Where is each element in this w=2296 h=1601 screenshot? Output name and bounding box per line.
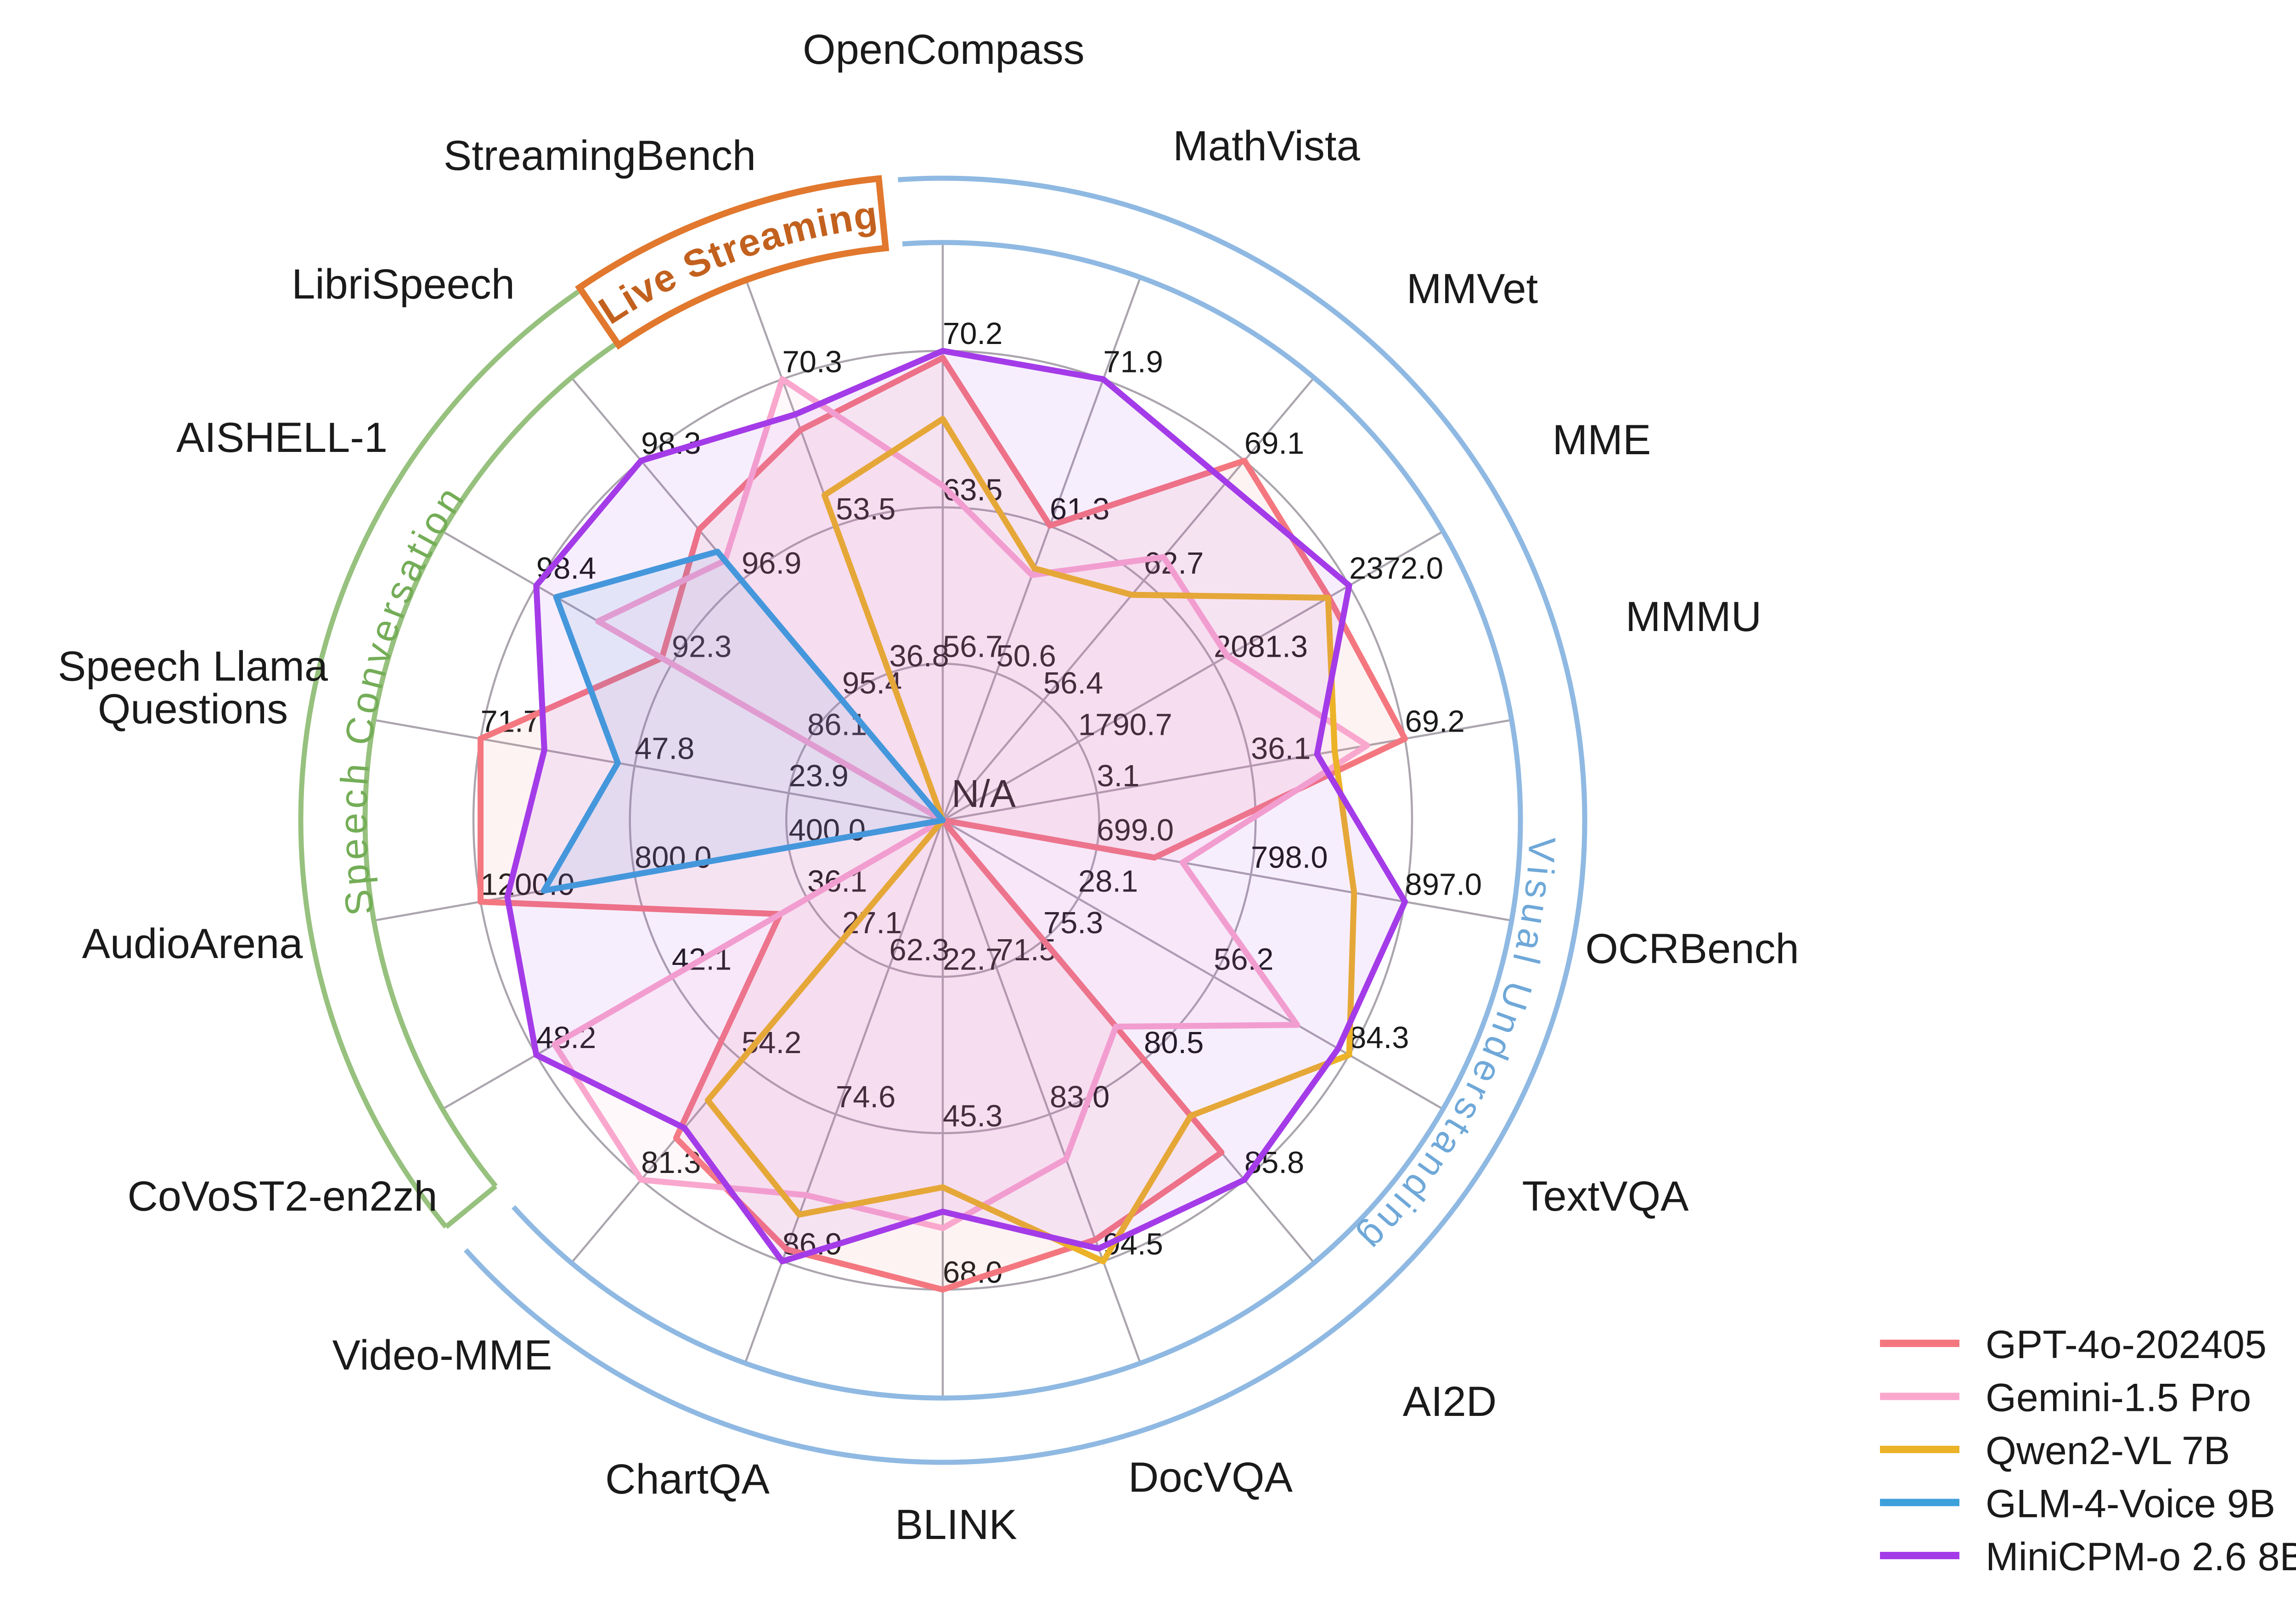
- svg-text:1200.0: 1200.0: [481, 868, 575, 902]
- svg-text:22.7: 22.7: [943, 942, 1002, 977]
- svg-text:897.0: 897.0: [1405, 868, 1482, 902]
- svg-text:2372.0: 2372.0: [1349, 551, 1443, 586]
- svg-text:AI2D: AI2D: [1403, 1378, 1497, 1425]
- svg-text:36.1: 36.1: [1251, 732, 1311, 766]
- svg-text:LibriSpeech: LibriSpeech: [292, 261, 515, 308]
- svg-text:MMMU: MMMU: [1626, 593, 1761, 640]
- svg-text:70.2: 70.2: [943, 316, 1002, 351]
- svg-text:Speech Llama: Speech Llama: [58, 643, 328, 690]
- svg-text:Questions: Questions: [98, 686, 288, 733]
- svg-text:798.0: 798.0: [1251, 840, 1328, 874]
- svg-text:BLINK: BLINK: [895, 1501, 1017, 1548]
- svg-text:71.9: 71.9: [1103, 345, 1163, 379]
- svg-text:1790.7: 1790.7: [1078, 708, 1172, 742]
- svg-text:StreamingBench: StreamingBench: [444, 132, 756, 179]
- svg-text:27.1: 27.1: [842, 906, 902, 940]
- svg-text:AISHELL-1: AISHELL-1: [176, 414, 388, 461]
- svg-text:56.4: 56.4: [1043, 666, 1103, 700]
- svg-text:54.2: 54.2: [742, 1026, 801, 1060]
- svg-text:69.1: 69.1: [1244, 426, 1304, 461]
- svg-text:MiniCPM-o 2.6 8B: MiniCPM-o 2.6 8B: [1986, 1535, 2296, 1579]
- svg-text:62.3: 62.3: [889, 933, 949, 967]
- svg-text:Qwen2-VL 7B: Qwen2-VL 7B: [1986, 1429, 2230, 1473]
- svg-text:DocVQA: DocVQA: [1128, 1454, 1293, 1501]
- svg-text:83.0: 83.0: [1050, 1080, 1109, 1114]
- svg-text:45.3: 45.3: [943, 1099, 1002, 1133]
- svg-text:GPT-4o-202405: GPT-4o-202405: [1986, 1323, 2267, 1367]
- svg-text:98.4: 98.4: [536, 551, 596, 586]
- svg-text:56.7: 56.7: [943, 629, 1002, 664]
- svg-text:MathVista: MathVista: [1173, 123, 1360, 169]
- svg-text:70.3: 70.3: [782, 345, 842, 379]
- svg-text:OCRBench: OCRBench: [1585, 925, 1799, 972]
- svg-text:699.0: 699.0: [1097, 813, 1174, 847]
- svg-text:96.9: 96.9: [742, 546, 801, 581]
- svg-text:71.5: 71.5: [996, 933, 1056, 967]
- svg-text:TextVQA: TextVQA: [1522, 1173, 1689, 1220]
- svg-text:OpenCompass: OpenCompass: [803, 26, 1085, 73]
- svg-text:86.1: 86.1: [807, 708, 867, 742]
- svg-text:74.6: 74.6: [836, 1080, 895, 1114]
- svg-text:36.8: 36.8: [889, 639, 949, 673]
- svg-text:3.1: 3.1: [1097, 759, 1140, 793]
- svg-text:92.3: 92.3: [672, 629, 732, 664]
- svg-text:50.6: 50.6: [996, 639, 1056, 673]
- svg-text:ChartQA: ChartQA: [605, 1456, 770, 1503]
- svg-text:75.3: 75.3: [1043, 906, 1103, 940]
- svg-text:MME: MME: [1553, 417, 1651, 463]
- svg-text:28.1: 28.1: [1078, 864, 1138, 898]
- svg-text:Gemini-1.5 Pro: Gemini-1.5 Pro: [1986, 1376, 2251, 1420]
- svg-text:CoVoST2-en2zh: CoVoST2-en2zh: [127, 1173, 437, 1220]
- svg-text:84.3: 84.3: [1349, 1020, 1409, 1055]
- svg-text:MMVet: MMVet: [1407, 265, 1538, 312]
- svg-text:AudioArena: AudioArena: [82, 920, 304, 967]
- svg-text:69.2: 69.2: [1405, 705, 1465, 739]
- svg-text:Video-MME: Video-MME: [332, 1332, 552, 1379]
- svg-text:23.9: 23.9: [789, 759, 849, 793]
- svg-text:53.5: 53.5: [836, 492, 895, 526]
- svg-text:GLM-4-Voice 9B: GLM-4-Voice 9B: [1986, 1482, 2275, 1526]
- svg-text:47.8: 47.8: [635, 732, 694, 766]
- svg-text:80.5: 80.5: [1144, 1026, 1204, 1060]
- svg-text:N/A: N/A: [951, 772, 1016, 815]
